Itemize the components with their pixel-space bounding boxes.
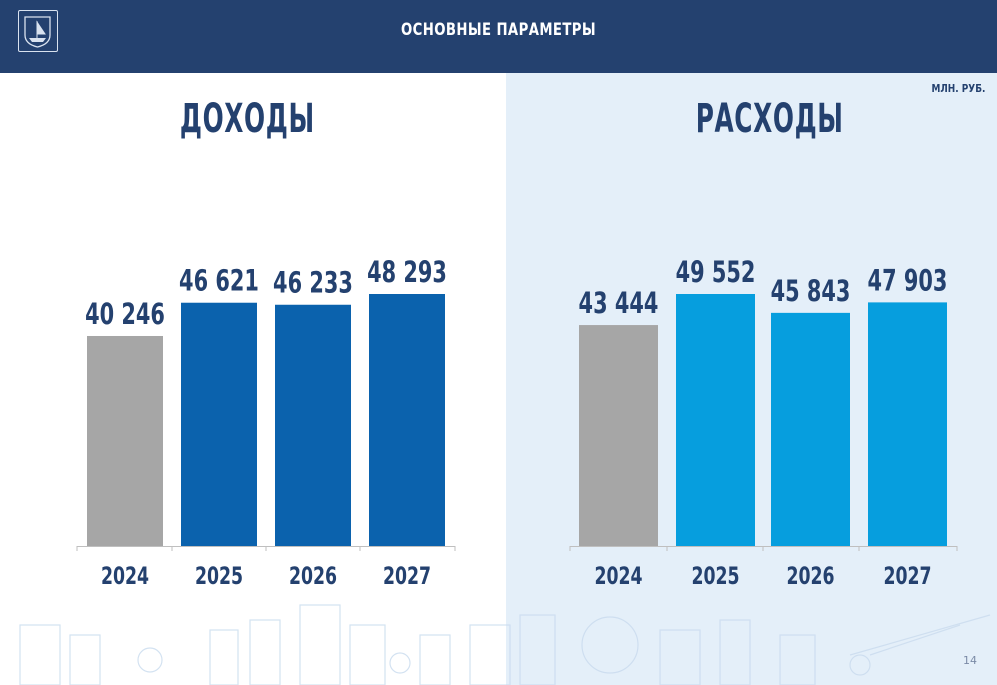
- expenses-title: РАСХОДЫ: [695, 96, 844, 142]
- expenses-bar-2026: [771, 312, 850, 546]
- expenses-value-label-2027: 47 903: [868, 264, 948, 297]
- header-bar: ОСНОВНЫЕ ПАРАМЕТРЫ: [0, 0, 997, 73]
- expenses-year-label-2024: 2024: [594, 562, 642, 590]
- income-bar-2026: [275, 304, 351, 546]
- expenses-year-label-2025: 2025: [691, 562, 739, 590]
- income-bar-2025: [181, 302, 257, 546]
- income-year-label-2024: 2024: [101, 562, 149, 590]
- income-year-label-2026: 2026: [289, 562, 337, 590]
- unit-label: МЛН. РУБ.: [931, 83, 985, 95]
- expenses-bar-2025: [676, 294, 755, 546]
- city-emblem-icon: [18, 10, 58, 52]
- page-title: ОСНОВНЫЕ ПАРАМЕТРЫ: [400, 20, 597, 40]
- income-value-label-2026: 46 233: [273, 266, 353, 299]
- expenses-year-label-2027: 2027: [883, 562, 931, 590]
- income-bar-2024: [87, 335, 163, 546]
- expenses-value-label-2026: 45 843: [771, 274, 851, 307]
- income-value-label-2025: 46 621: [179, 264, 259, 297]
- income-bar-2027: [369, 294, 445, 546]
- expenses-value-label-2024: 43 444: [579, 287, 659, 320]
- page-number: 14: [963, 654, 977, 667]
- income-title: ДОХОДЫ: [179, 96, 315, 142]
- city-skyline-decoration: [19, 604, 991, 685]
- income-value-label-2027: 48 293: [367, 256, 447, 289]
- income-year-label-2025: 2025: [195, 562, 243, 590]
- expenses-bar-2024: [579, 325, 658, 546]
- expenses-value-label-2025: 49 552: [676, 256, 756, 289]
- income-value-label-2024: 40 246: [85, 298, 165, 331]
- expenses-year-label-2026: 2026: [786, 562, 834, 590]
- expenses-bar-2027: [868, 302, 947, 546]
- income-year-label-2027: 2027: [383, 562, 431, 590]
